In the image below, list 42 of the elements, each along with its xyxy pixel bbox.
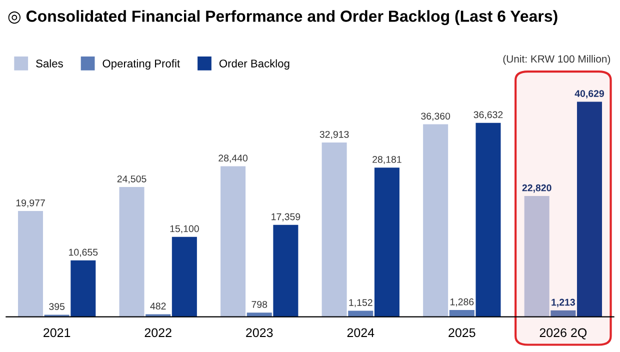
bar <box>476 122 501 317</box>
bar <box>18 211 44 317</box>
bar <box>322 142 347 317</box>
data-label: 798 <box>252 300 268 308</box>
data-label: 17,359 <box>272 213 300 222</box>
chart-title: ◎ Consolidated Financial Performance and Order Backlog (Last 6 Years) <box>8 10 558 26</box>
data-label: 28,181 <box>372 156 402 164</box>
data-label: 36,360 <box>421 112 450 121</box>
legend-label: Order Backlog <box>219 59 290 70</box>
data-label: 15,100 <box>170 225 199 234</box>
data-label: 32,913 <box>320 130 349 139</box>
x-tick-label: 2023 <box>246 328 273 338</box>
bar <box>576 102 602 317</box>
data-label: 19,977 <box>16 199 45 208</box>
bar <box>348 310 374 317</box>
bar <box>119 187 144 317</box>
bar <box>423 124 448 317</box>
bar <box>273 224 298 317</box>
data-label: 482 <box>150 302 166 310</box>
x-tick-label: 2026 2Q <box>540 328 587 340</box>
data-label: 1,286 <box>450 298 474 306</box>
data-label: 24,505 <box>117 175 146 184</box>
x-tick-label: 2021 <box>44 328 70 338</box>
data-label: 22,820 <box>522 184 552 193</box>
data-label: 1,152 <box>349 299 372 308</box>
data-label: 395 <box>49 303 65 310</box>
x-tick-label: 2024 <box>347 328 374 338</box>
legend-label: Operating Profit <box>102 59 180 70</box>
bar <box>172 236 197 317</box>
x-tick-label: 2025 <box>448 328 476 338</box>
bar <box>374 168 400 317</box>
bar <box>220 166 246 317</box>
legend-label: Sales <box>36 59 63 68</box>
bar <box>70 260 96 317</box>
text: (Unit: KRW 100 Million) <box>503 54 610 65</box>
data-label: 10,655 <box>69 248 98 257</box>
data-label: 40,629 <box>574 90 604 98</box>
data-label: 36,632 <box>474 111 503 120</box>
x-tick-label: 2022 <box>144 328 172 338</box>
data-label: 1,213 <box>552 298 575 308</box>
bar <box>524 196 550 317</box>
data-label: 28,440 <box>218 154 248 163</box>
